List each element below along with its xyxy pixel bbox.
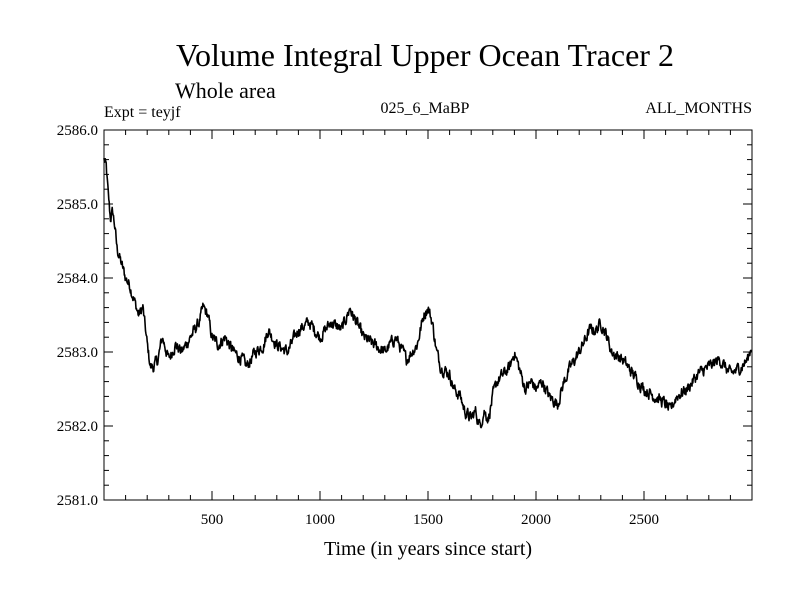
y-tick-label: 2586.0: [57, 123, 98, 139]
y-tick-label: 2583.0: [57, 345, 98, 361]
x-tick-label: 1000: [305, 512, 335, 528]
x-tick-label: 2500: [629, 512, 659, 528]
months-label: ALL_MONTHS: [645, 100, 752, 117]
expt-label: Expt = teyjf: [104, 104, 181, 121]
series-line-teyjf: [103, 158, 753, 429]
y-tick-label: 2584.0: [57, 271, 98, 287]
series-layer: [103, 158, 753, 429]
x-tick-label: 500: [201, 512, 224, 528]
period-label: 025_6_MaBP: [381, 100, 470, 117]
axis-ticks: 2581.0 2582.0 2583.0 2584.0 2585.0 2586.0 500 1…: [57, 123, 752, 528]
chart-subtitle: Whole area: [175, 78, 276, 103]
x-tick-label: 2000: [521, 512, 551, 528]
x-tick-label: 1500: [413, 512, 443, 528]
chart-title: Volume Integral Upper Ocean Tracer 2: [176, 37, 674, 73]
plot-frame: [103, 129, 753, 501]
y-tick-label: 2581.0: [57, 493, 98, 509]
x-axis-label: Time (in years since start): [324, 538, 532, 560]
y-tick-label: 2582.0: [57, 419, 98, 435]
y-tick-label: 2585.0: [57, 197, 98, 213]
